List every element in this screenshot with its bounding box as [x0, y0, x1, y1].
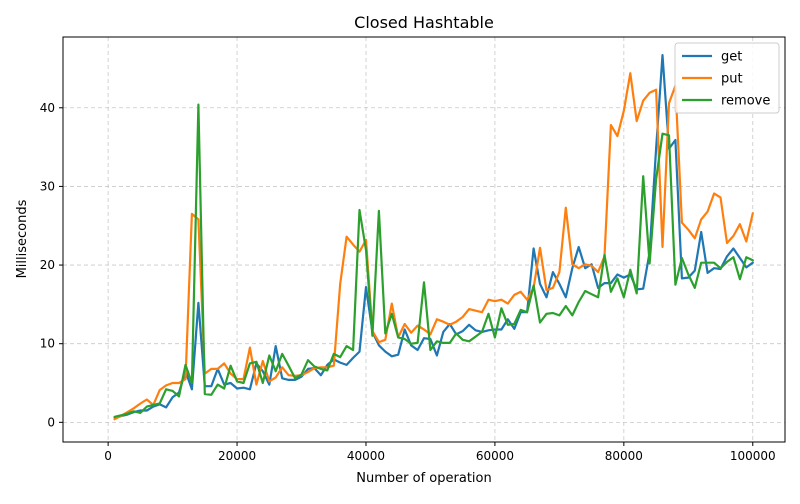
x-tick-label: 60000 [476, 449, 514, 463]
legend-label-remove: remove [721, 94, 770, 109]
series-line-remove [113, 103, 754, 418]
series-line-put [113, 72, 754, 421]
legend-label-put: put [721, 72, 743, 87]
axis-ticks: 0 20000 40000 60000 80000 100000 0 10 20 30 40 [40, 101, 776, 463]
y-tick-label: 40 [40, 101, 55, 115]
x-tick-label: 80000 [605, 449, 643, 463]
series-lines [113, 53, 754, 421]
x-tick-label: 40000 [347, 449, 385, 463]
y-tick-label: 0 [47, 415, 55, 429]
x-tick-label: 100000 [730, 449, 776, 463]
y-tick-label: 20 [40, 258, 55, 272]
axes-frame [62, 36, 786, 443]
legend-label-get: get [721, 50, 742, 65]
x-axis-label: Number of operation [356, 471, 491, 486]
y-axis-label: Milliseconds [15, 199, 30, 278]
y-tick-label: 30 [40, 179, 55, 193]
y-tick-label: 10 [40, 337, 55, 351]
legend: get put remove [674, 42, 780, 114]
legend-box [674, 42, 780, 114]
x-tick-label: 0 [104, 449, 112, 463]
chart-title: Closed Hashtable [354, 13, 494, 32]
x-tick-label: 20000 [218, 449, 256, 463]
grid [63, 37, 785, 442]
